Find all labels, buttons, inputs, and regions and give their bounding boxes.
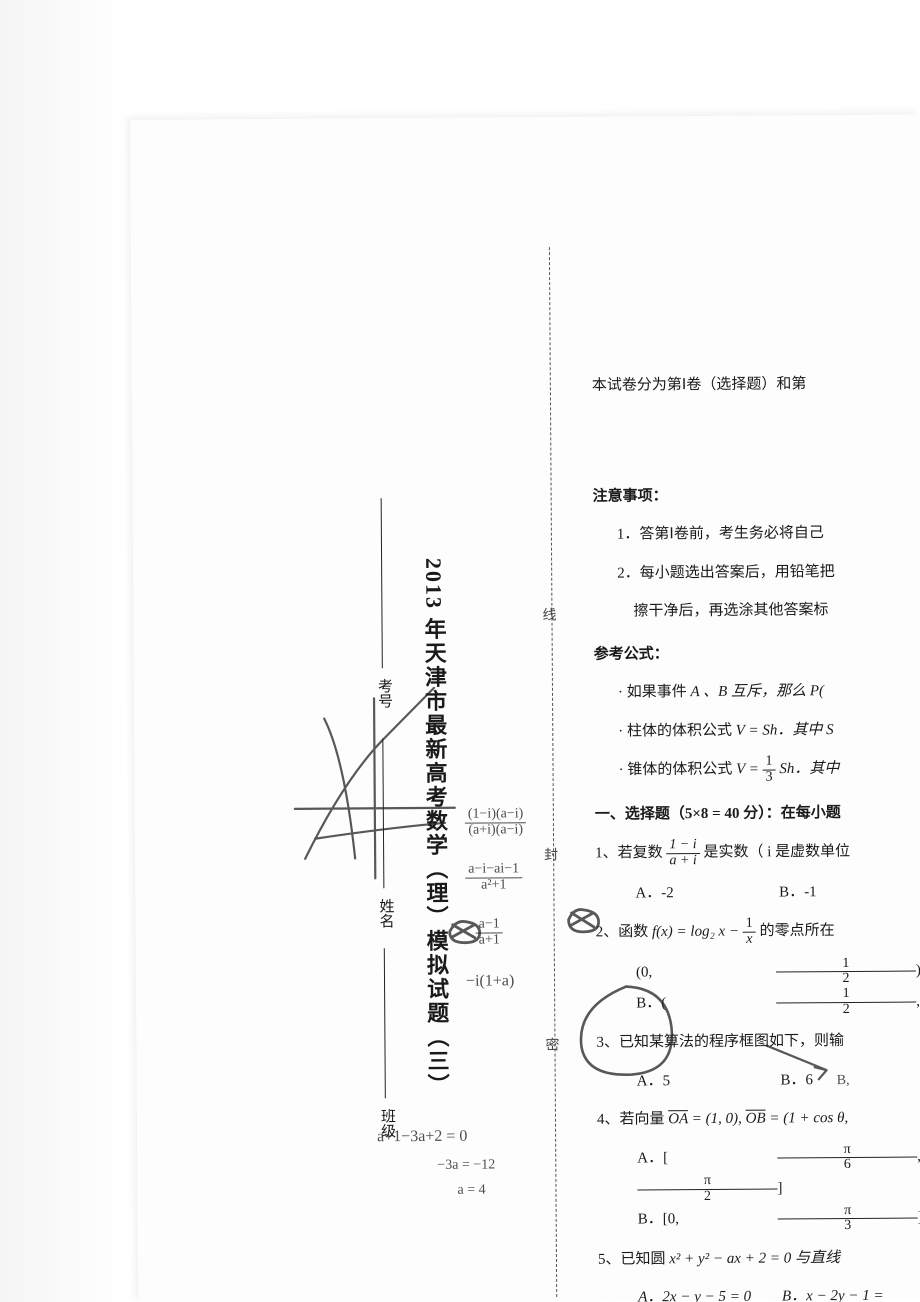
q2-b-fd: 2 xyxy=(776,1002,916,1018)
q2: 2、函数 f(x) = log₂ x − 1x 的零点所在 xyxy=(596,915,920,949)
notice-title: 注意事项： xyxy=(593,479,920,511)
q2-a-fn: 1 xyxy=(776,956,916,973)
formula-3: · 锥体的体积公式 V = 13 Sh．其中 xyxy=(594,753,920,787)
formula-title: 参考公式： xyxy=(594,637,920,669)
intro-line: 本试卷分为第Ⅰ卷（选择题）和第 xyxy=(592,369,920,401)
hw-bottom: a+1−3a+2 = 0 xyxy=(377,1128,467,1147)
q5-eq: x² + y² − ax + 2 = 0 与直线 xyxy=(669,1250,840,1267)
q4-opt-b: B．[0, π3] xyxy=(638,1202,920,1235)
scribble-blob-2 xyxy=(446,918,484,946)
exam-content: 天津 数 本试卷分为第Ⅰ卷（选择题）和第 第 注意事项： 1．答第Ⅰ卷前，考生务… xyxy=(591,264,920,1302)
q1-frac-d: a + i xyxy=(666,854,699,869)
q2-fn: f(x) = log₂ x − xyxy=(652,924,743,941)
q4: 4、若向量 OA = (1, 0), OB = (1 + cos θ, xyxy=(597,1103,920,1135)
formula-2: · 柱体的体积公式 V = Sh．其中 S xyxy=(594,714,920,746)
class-blank-line xyxy=(384,948,386,1098)
q2-post: 的零点所在 xyxy=(756,923,835,940)
q2-a-r: ) xyxy=(916,956,920,985)
notice-2b: 擦干净后，再选涂其他答案标 xyxy=(593,595,920,627)
q1-opt-b: B．-1 xyxy=(779,877,919,906)
signature-scribble xyxy=(284,658,486,919)
formula-3-eq-r: Sh．其中 xyxy=(776,761,840,777)
q1-pre: 1、若复数 xyxy=(595,845,666,861)
formula-1-pre: · 如果事件 xyxy=(618,684,691,701)
mc-heading: 一、选择题（5×8 = 40 分）：在每小题 xyxy=(595,797,920,829)
q5-opts: A．2x − y − 5 = 0 B．x − 2y − 1 = xyxy=(598,1281,920,1302)
header-top: 天津 xyxy=(591,264,920,317)
formula-3-eq-l: V = xyxy=(736,762,763,778)
arrow-annotation xyxy=(756,1035,846,1086)
center-fold-line xyxy=(549,247,557,1297)
scribble-blob-1 xyxy=(563,905,603,935)
hw-line4: −i(1+a) xyxy=(466,972,514,990)
q1-post: 是实数（ i 是虚数单位 xyxy=(700,844,851,861)
q1-opt-a: A．-2 xyxy=(635,878,775,907)
q4-opts: A．[π6, π2] B．[0, π3] xyxy=(597,1141,920,1235)
q1: 1、若复数 1 − ia + i 是实数（ i 是虚数单位 xyxy=(595,836,920,870)
formula-1: · 如果事件 A 、B 互斥，那么 P( xyxy=(594,676,920,708)
q4-a-f2d: 2 xyxy=(637,1189,777,1205)
q4-b-fd: 3 xyxy=(778,1219,918,1235)
formula-3-frac-d: 3 xyxy=(763,771,776,786)
q4-a-r: ] xyxy=(777,1173,917,1202)
q5-opt-a: A．2x − y − 5 = 0 xyxy=(638,1283,778,1302)
q4-pre: 4、若向量 xyxy=(597,1112,668,1128)
formula-1-mid: A 、B 互斥，那么 P( xyxy=(690,684,824,701)
q2-frac-d: x xyxy=(743,932,756,947)
q4-a-f1n: π xyxy=(777,1142,917,1159)
q4-b-fn: π xyxy=(778,1203,918,1220)
q4-b-l: B．[0, xyxy=(638,1205,778,1234)
q1-opts: A．-2 B．-1 xyxy=(595,876,920,908)
hw-bottom2: −3a = −12 xyxy=(437,1157,495,1173)
id-blank-line xyxy=(381,498,383,668)
q5: 5、已知圆 x² + y² − ax + 2 = 0 与直线 xyxy=(598,1242,920,1274)
header-sub: 数 xyxy=(591,321,920,362)
notice-2: 2．每小题选出答案后，用铅笔把 xyxy=(593,556,920,588)
q1-frac-n: 1 − i xyxy=(666,838,699,854)
fold-marker-xian: 线 xyxy=(537,607,557,639)
q5-opt-b: B．x − 2y − 1 = xyxy=(782,1282,920,1302)
notice-1: 1．答第Ⅰ卷前，考生务必将自己 xyxy=(593,518,920,550)
q4-opt-a: A．[π6, π2] xyxy=(637,1141,920,1205)
hw-bottom3: a = 4 xyxy=(457,1183,485,1199)
formula-2-pre: · 柱体的体积公式 xyxy=(618,723,736,740)
formula-3-frac-n: 1 xyxy=(762,755,775,771)
q4-a-f2n: π xyxy=(637,1174,777,1191)
q2-frac-n: 1 xyxy=(743,917,756,933)
q4-a-f1d: 6 xyxy=(777,1158,917,1174)
q2-pre: 2、函数 xyxy=(596,924,652,940)
hw-mark-b: B, xyxy=(837,1073,850,1089)
q4-a-l: A．[ xyxy=(637,1144,777,1173)
formula-2-eq: V = Sh．其中 S xyxy=(736,722,834,739)
fold-marker-feng: 封 xyxy=(539,847,559,879)
q2-b-r: , 1) xyxy=(916,986,920,1015)
section-marker: 第 xyxy=(592,427,920,468)
formula-3-pre: · 锥体的体积公式 xyxy=(618,762,736,779)
circle-annotation xyxy=(566,976,687,1087)
q5-pre: 5、已知圆 xyxy=(598,1251,669,1267)
exam-sheet: 线 封 密 班级 姓名 考号 2013 年天津市最新高考数学（理）模拟试题（三）… xyxy=(130,114,920,1301)
fold-marker-mi: 密 xyxy=(540,1037,560,1069)
q2-b-fn: 1 xyxy=(776,986,916,1003)
